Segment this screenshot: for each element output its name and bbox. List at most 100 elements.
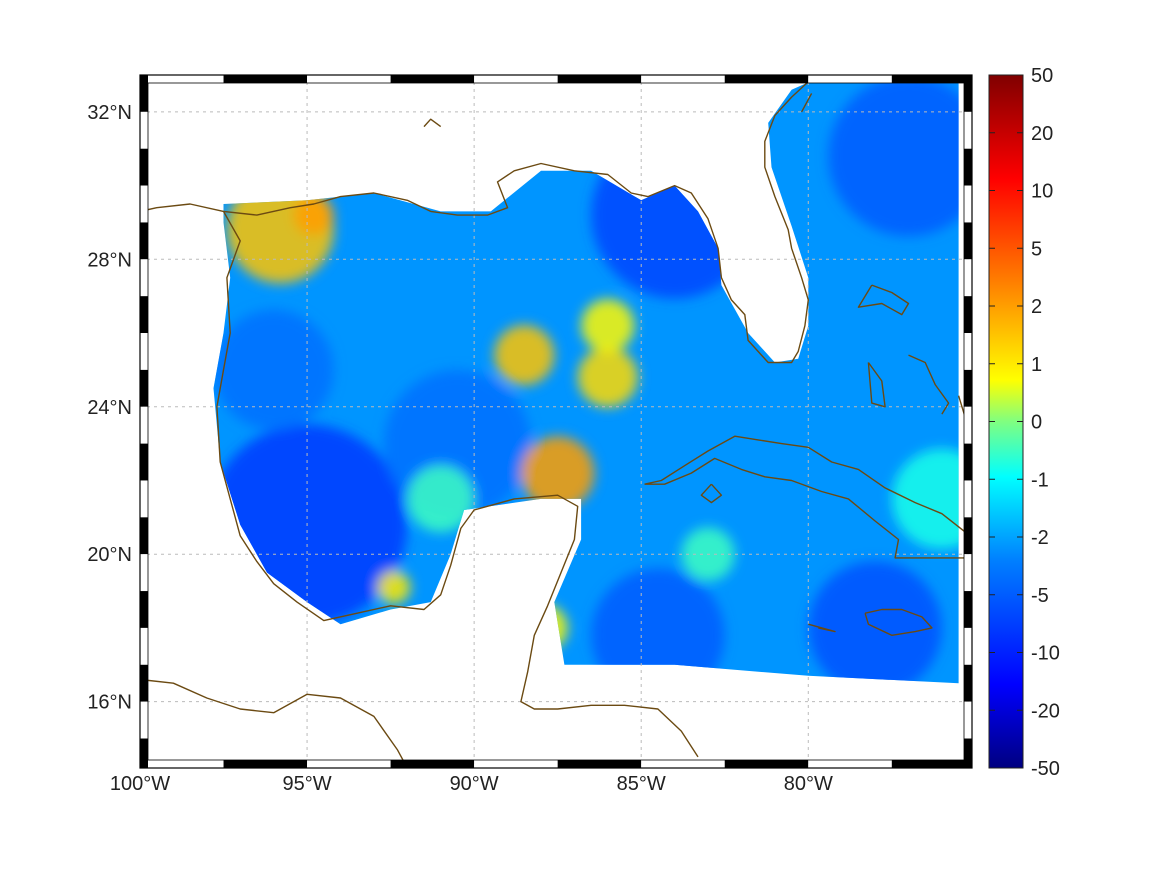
longitude-tick-label: 85°W	[617, 773, 666, 795]
frame-segment	[140, 369, 148, 407]
frame-segment	[964, 259, 972, 297]
frame-segment	[307, 75, 391, 83]
data-field	[213, 83, 959, 684]
frame-segment	[964, 296, 972, 334]
frame-segment	[474, 760, 558, 768]
colorbar-label: -10	[1031, 643, 1060, 665]
field-blob	[213, 309, 334, 430]
frame-segment	[964, 554, 972, 592]
coastline	[908, 354, 950, 415]
frame-outline	[139, 74, 973, 769]
frame-segment	[140, 333, 148, 370]
frame-segment	[724, 75, 809, 83]
latitude-tick-label: 24°N	[87, 397, 132, 419]
field-blob	[591, 568, 725, 684]
longitude-tick-label: 95°W	[283, 773, 332, 795]
frame-segment	[964, 480, 972, 518]
frame-segment	[964, 443, 972, 481]
frame-segment	[964, 701, 972, 739]
frame-segment	[641, 760, 725, 768]
colorbar-label: 1	[1031, 354, 1042, 376]
frame-segment	[140, 259, 148, 297]
coastline	[800, 93, 813, 113]
frame-segment	[964, 148, 972, 186]
coastline	[700, 483, 723, 504]
frame-segment	[140, 185, 148, 223]
latitude-tick-label: 32°N	[87, 102, 132, 124]
field-blob	[494, 325, 555, 386]
frame-segment	[140, 738, 148, 768]
field-blob	[577, 347, 638, 408]
field-blob	[581, 298, 635, 353]
field-blob	[891, 448, 959, 550]
frame-segment	[641, 75, 725, 83]
frame-segment	[140, 443, 148, 481]
frame-segment	[140, 406, 148, 444]
frame-segment	[140, 591, 148, 628]
colorbar-label: -1	[1031, 469, 1049, 491]
frame-segment	[140, 554, 148, 592]
frame-segment	[140, 627, 148, 665]
frame-segment	[891, 760, 972, 768]
frame-segment	[964, 517, 972, 555]
coastline	[957, 395, 964, 416]
longitude-tick-label: 80°W	[784, 773, 833, 795]
frame-segment	[964, 664, 972, 702]
coastline	[867, 362, 886, 408]
longitude-tick-labels: 100°W 95°W 90°W 85°W 80°W	[110, 773, 833, 795]
colorbar-label: -2	[1031, 527, 1049, 549]
frame-segment	[964, 591, 972, 628]
frame-segment	[223, 760, 308, 768]
frame-segment	[140, 517, 148, 555]
field-blob	[828, 83, 959, 237]
frame-segment	[474, 75, 558, 83]
colorbar-label: 50	[1031, 65, 1053, 87]
frame-segment	[140, 111, 148, 149]
frame-segment	[808, 75, 892, 83]
frame-segment	[390, 75, 475, 83]
coastline	[148, 203, 699, 758]
frame-segment	[964, 369, 972, 407]
frame-segment	[140, 75, 148, 112]
colorbar-label: 20	[1031, 123, 1053, 145]
frame-segment	[891, 75, 972, 83]
frame-segment	[140, 296, 148, 334]
frame-segment	[964, 222, 972, 260]
colorbar-label: 0	[1031, 412, 1042, 434]
coastline	[223, 83, 809, 364]
colorbar-label: -50	[1031, 758, 1060, 780]
field-blob	[591, 131, 759, 299]
coastline	[423, 118, 442, 128]
latitude-tick-label: 16°N	[87, 692, 132, 714]
frame-segment	[140, 701, 148, 739]
frame-segment	[140, 480, 148, 518]
frame-segment	[140, 75, 224, 83]
colorbar-label: 2	[1031, 296, 1042, 318]
coastline	[857, 284, 910, 316]
coastline	[644, 435, 964, 559]
frame-segment	[964, 185, 972, 223]
colorbar-label: 5	[1031, 238, 1042, 260]
frame-segment	[140, 222, 148, 260]
frame-segment	[724, 760, 809, 768]
frame-segment	[557, 760, 642, 768]
field-blob	[293, 195, 334, 236]
frame-segment	[140, 148, 148, 186]
map-frame	[139, 74, 973, 769]
colorbar-label: -20	[1031, 700, 1060, 722]
frame-segment	[964, 738, 972, 768]
frame-segment	[140, 760, 224, 768]
frame-segment	[140, 664, 148, 702]
coastlines	[148, 83, 964, 760]
field-blob	[377, 570, 411, 605]
colorbar-label: -5	[1031, 585, 1049, 607]
frame-segment	[964, 75, 972, 112]
latitude-tick-labels: 32°N 28°N 24°N 20°N 16°N	[87, 102, 132, 714]
gridlines	[139, 75, 972, 768]
field-blob	[520, 436, 595, 510]
frame-segment	[557, 75, 642, 83]
field-blob	[407, 465, 475, 533]
